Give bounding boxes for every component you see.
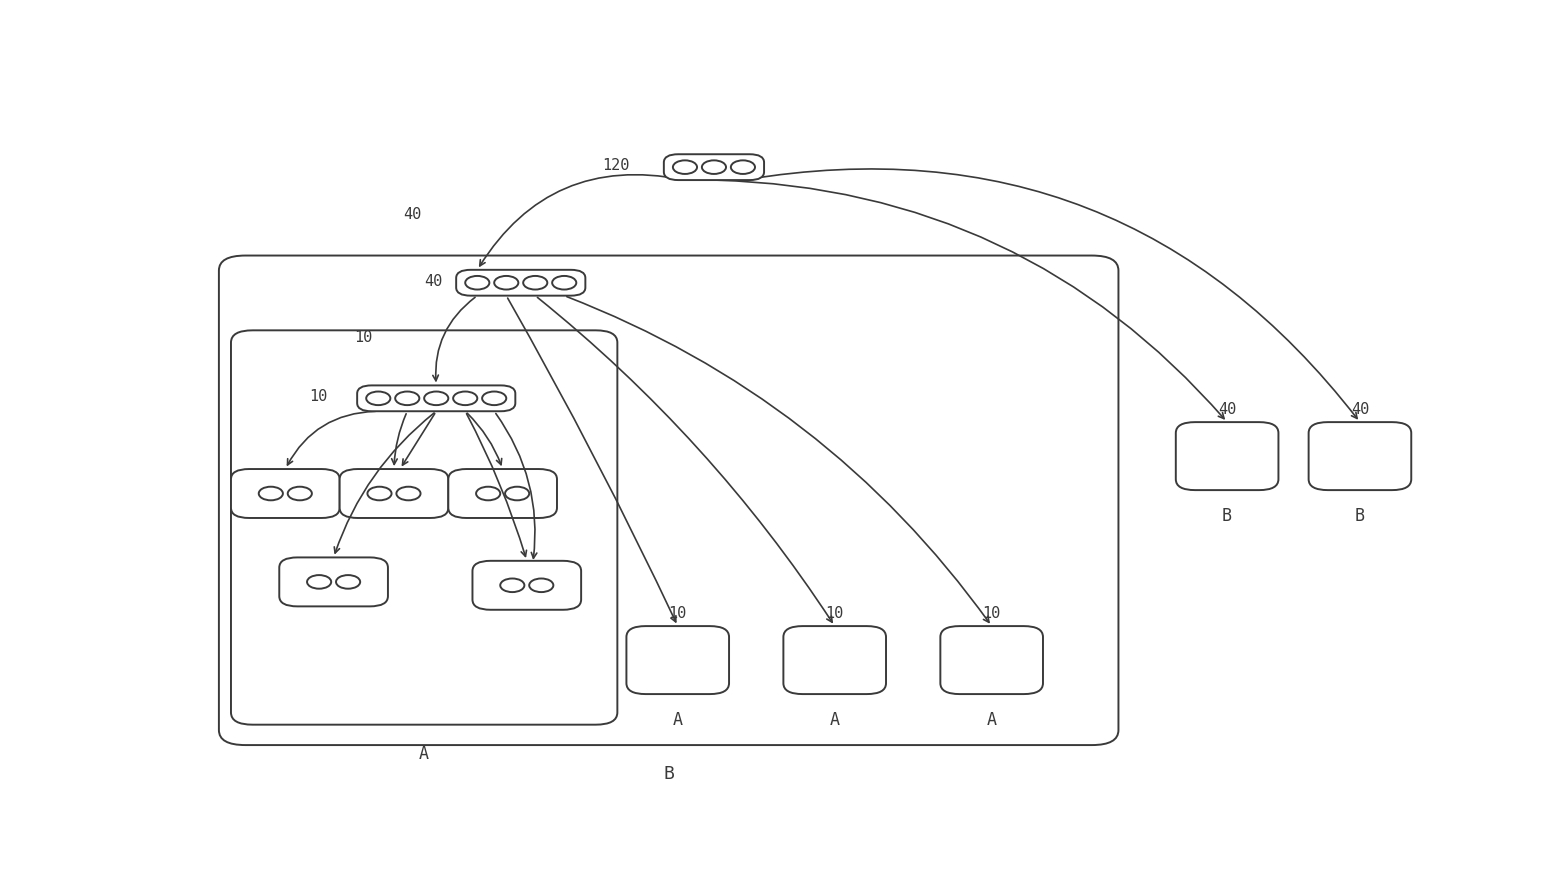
- Text: 10: 10: [668, 606, 687, 621]
- FancyBboxPatch shape: [941, 626, 1042, 694]
- Text: B: B: [664, 766, 675, 783]
- Text: A: A: [830, 711, 840, 729]
- Text: 40: 40: [1218, 402, 1235, 417]
- Text: 10: 10: [310, 389, 327, 404]
- FancyBboxPatch shape: [231, 330, 617, 725]
- Text: 10: 10: [983, 606, 1000, 621]
- FancyArrowPatch shape: [466, 414, 527, 556]
- Text: B: B: [1355, 507, 1365, 525]
- FancyBboxPatch shape: [279, 557, 388, 607]
- Text: B: B: [1221, 507, 1232, 525]
- FancyBboxPatch shape: [784, 626, 887, 694]
- FancyArrowPatch shape: [495, 413, 538, 558]
- FancyBboxPatch shape: [218, 255, 1119, 745]
- FancyBboxPatch shape: [1176, 422, 1279, 490]
- Text: 40: 40: [1351, 402, 1369, 417]
- Text: 10: 10: [826, 606, 844, 621]
- Text: 10: 10: [355, 329, 372, 344]
- FancyBboxPatch shape: [449, 469, 558, 518]
- FancyBboxPatch shape: [472, 561, 581, 610]
- Text: 120: 120: [601, 158, 629, 173]
- FancyArrowPatch shape: [746, 169, 1357, 419]
- Text: A: A: [419, 745, 428, 763]
- Text: A: A: [673, 711, 682, 729]
- FancyBboxPatch shape: [664, 155, 763, 180]
- FancyArrowPatch shape: [508, 298, 676, 622]
- FancyBboxPatch shape: [231, 469, 340, 518]
- Text: A: A: [986, 711, 997, 729]
- FancyArrowPatch shape: [717, 180, 1225, 419]
- FancyBboxPatch shape: [626, 626, 729, 694]
- Text: 40: 40: [424, 274, 442, 289]
- FancyArrowPatch shape: [335, 413, 435, 553]
- FancyArrowPatch shape: [467, 413, 502, 464]
- FancyBboxPatch shape: [340, 469, 449, 518]
- FancyArrowPatch shape: [538, 298, 832, 623]
- FancyBboxPatch shape: [1309, 422, 1412, 490]
- FancyBboxPatch shape: [456, 270, 586, 296]
- FancyArrowPatch shape: [433, 298, 475, 381]
- Text: 40: 40: [404, 208, 421, 223]
- FancyArrowPatch shape: [480, 175, 682, 266]
- FancyBboxPatch shape: [357, 385, 516, 411]
- FancyArrowPatch shape: [391, 414, 407, 464]
- FancyArrowPatch shape: [288, 411, 375, 465]
- FancyArrowPatch shape: [402, 413, 435, 465]
- FancyArrowPatch shape: [567, 297, 989, 623]
